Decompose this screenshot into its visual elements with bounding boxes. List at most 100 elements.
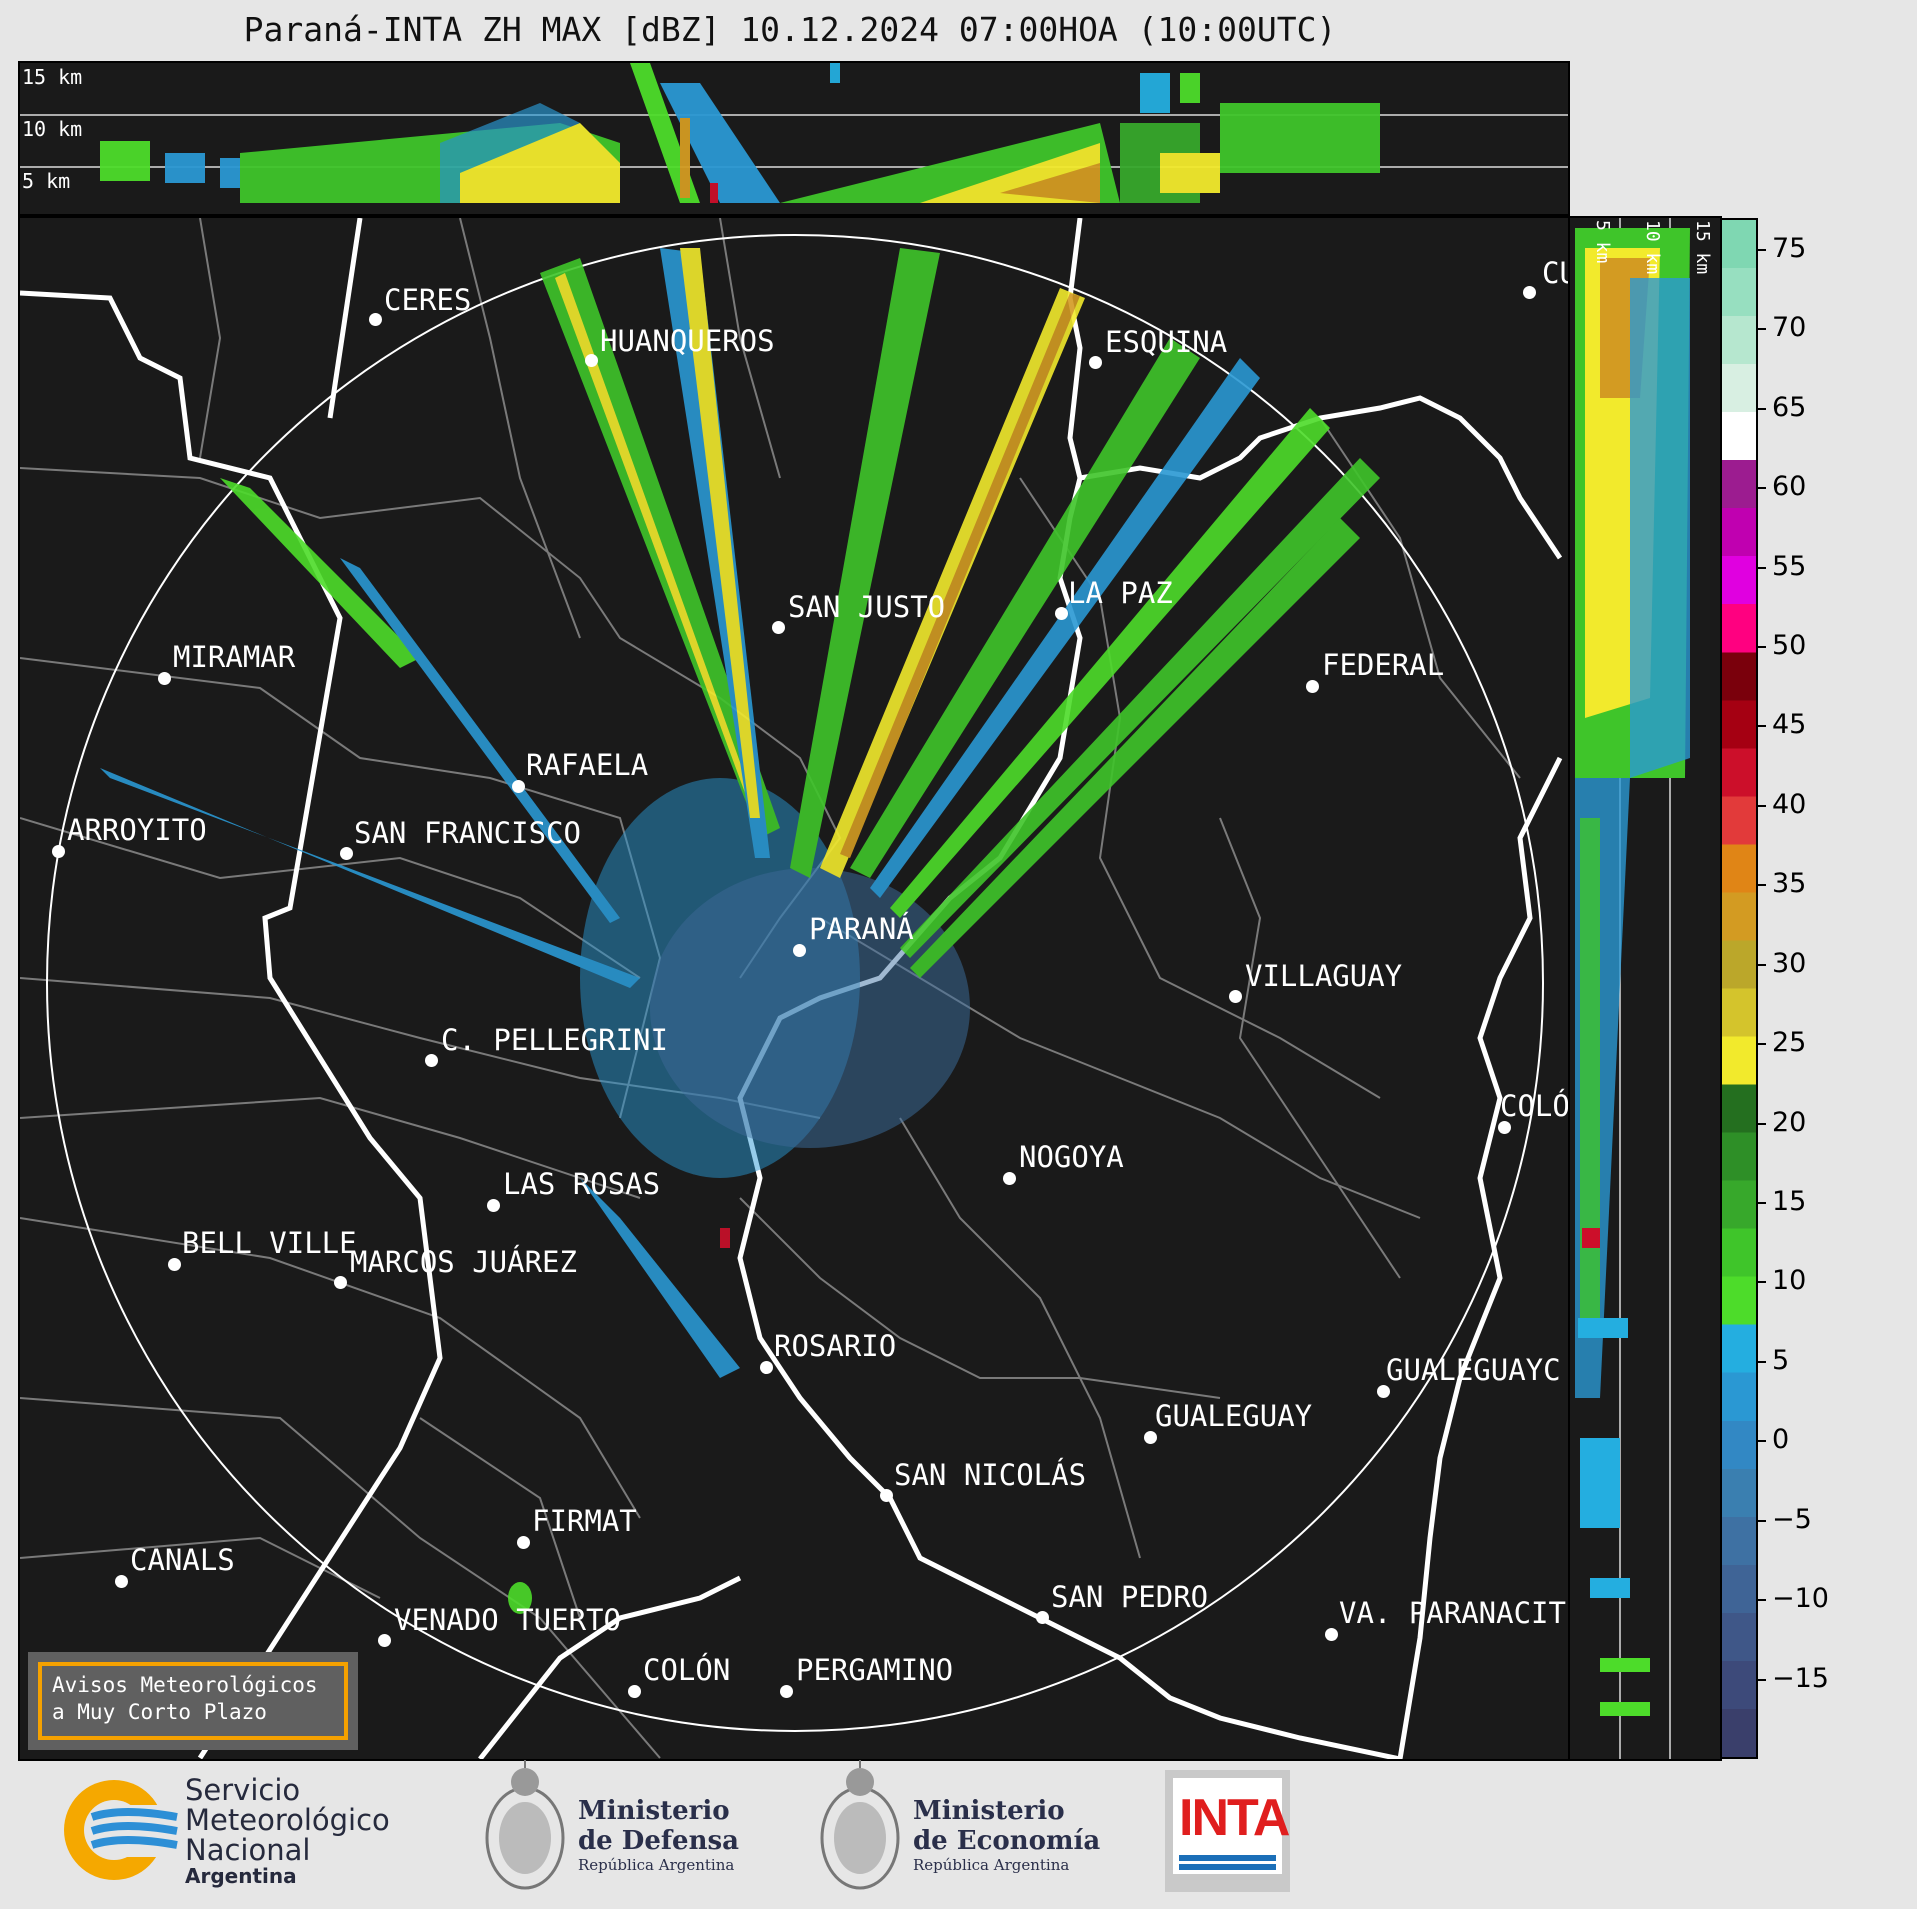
city-dot-canals [115, 1575, 128, 1588]
city-dot-colo [1498, 1121, 1511, 1134]
city-label-las-rosas: LAS ROSAS [503, 1167, 661, 1201]
km-label-10: 10 km [22, 117, 83, 141]
city-label-san-nicolas: SAN NICOLÁS [894, 1458, 1087, 1492]
colorbar-tick-label: 25 [1772, 1027, 1807, 1059]
colorbar-tick-label: 0 [1772, 1424, 1790, 1456]
colorbar-tick-label: 5 [1772, 1344, 1790, 1376]
warning-line-2: a Muy Corto Plazo [52, 1700, 267, 1724]
colorbar-tick-mark [1758, 725, 1766, 728]
city-label-bell-ville: BELL VILLE [182, 1226, 357, 1260]
colorbar-tick-label: 50 [1772, 629, 1807, 661]
colorbar-tick-mark [1758, 248, 1766, 251]
side-cross-section: 5 km 10 km 15 km [1568, 216, 1722, 1761]
city-dot-san-nicolas [880, 1489, 893, 1502]
city-label-venado-tuerto: VENADO TUERTO [394, 1603, 621, 1637]
colorbar-tick-mark [1758, 1122, 1766, 1125]
smn-emblem-icon [64, 1780, 182, 1880]
colorbar-tick-mark [1758, 487, 1766, 490]
colorbar-tick-mark [1758, 1599, 1766, 1602]
colorbar-tick-label: −15 [1772, 1662, 1829, 1694]
city-label-villaguay: VILLAGUAY [1245, 959, 1403, 993]
radar-echoes [100, 248, 1380, 1614]
colorbar-tick-label: 55 [1772, 550, 1807, 582]
colorbar-tick-mark [1758, 884, 1766, 887]
city-label-firmat: FIRMAT [532, 1504, 637, 1538]
colorbar-tick-label: 70 [1772, 312, 1807, 344]
colorbar-tick-mark [1758, 1519, 1766, 1522]
city-dot-la-paz [1055, 607, 1068, 620]
colorbar-tick-mark [1758, 1678, 1766, 1681]
side-km-label-15: 15 km [1692, 220, 1713, 275]
colorbar-tick-label: 45 [1772, 709, 1807, 741]
colorbar-tick-label: −5 [1772, 1503, 1812, 1535]
city-dot-nogoya [1003, 1172, 1016, 1185]
city-label-san-francisco: SAN FRANCISCO [354, 816, 581, 850]
page-title: Paraná-INTA ZH MAX [dBZ] 10.12.2024 07:0… [243, 10, 1337, 49]
map-canvas [20, 218, 1563, 1759]
coat-of-arms-icon [820, 1760, 900, 1890]
city-dot-federal [1306, 680, 1319, 693]
km-label-5: 5 km [22, 169, 71, 193]
colorbar-tick-label: 20 [1772, 1106, 1807, 1138]
smn-line-3: Nacional [185, 1833, 311, 1867]
km-label-15: 15 km [22, 65, 83, 89]
city-label-ceres: CERES [384, 283, 472, 317]
side-km-label-5: 5 km [1592, 220, 1613, 264]
colorbar-tick-mark [1758, 645, 1766, 648]
city-label-nogoya: NOGOYA [1019, 1140, 1124, 1174]
city-label-colo: COLÓ [1500, 1089, 1570, 1123]
colorbar-tick-mark [1758, 328, 1766, 331]
dbz-colorbar [1720, 218, 1758, 1759]
side-echo-plot [1575, 218, 1690, 1759]
colorbar-tick-label: 40 [1772, 788, 1807, 820]
inta-logo: INTA [1165, 1770, 1290, 1892]
city-label-gualeguaychu: GUALEGUAYC [1386, 1353, 1561, 1387]
city-label-esquina: ESQUINA [1105, 325, 1228, 359]
range-ring [46, 234, 1544, 1732]
city-dot-parana [793, 944, 806, 957]
city-label-arroyito: ARROYITO [67, 813, 207, 847]
city-dot-ceres [369, 313, 382, 326]
smn-logo: Servicio Meteorológico Nacional Argentin… [52, 1775, 452, 1888]
coat-of-arms-icon [485, 1760, 565, 1890]
economia-line-3: República Argentina [913, 1856, 1070, 1874]
city-label-c-pellegrini: C. PELLEGRINI [441, 1023, 668, 1057]
ministerio-economia-logo: Ministerio de Economía República Argenti… [815, 1760, 1115, 1900]
defensa-line-2: de Defensa [578, 1826, 739, 1856]
city-label-parana: PARANÁ [809, 912, 914, 946]
warning-badge: Avisos Meteorológicos a Muy Corto Plazo [28, 1652, 358, 1750]
city-dot-firmat [517, 1536, 530, 1549]
radar-map: CERES HUANQUEROS ESQUINA CU SAN JUSTO LA… [18, 216, 1570, 1761]
city-dot-san-justo [772, 621, 785, 634]
city-dot-gualeguaychu [1377, 1385, 1390, 1398]
city-dot-pergamino [780, 1685, 793, 1698]
city-dot-rafaela [512, 780, 525, 793]
city-dot-huanqueros [585, 354, 598, 367]
smn-line-2: Meteorológico [185, 1803, 390, 1837]
smn-line-4: Argentina [185, 1864, 297, 1888]
city-label-canals: CANALS [130, 1543, 235, 1577]
city-label-cu: CU [1542, 256, 1568, 290]
city-dot-va-paranacito [1325, 1628, 1338, 1641]
colorbar-tick-mark [1758, 1440, 1766, 1443]
city-dot-esquina [1089, 356, 1102, 369]
city-dot-marcos-juarez [334, 1276, 347, 1289]
city-dot-rosario [760, 1361, 773, 1374]
top-echo-plot [20, 63, 1568, 203]
city-dot-colon [628, 1685, 641, 1698]
colorbar-tick-label: −10 [1772, 1583, 1829, 1615]
city-label-san-justo: SAN JUSTO [788, 590, 946, 624]
top-cross-section: 15 km 10 km 5 km [18, 61, 1570, 216]
city-dot-venado-tuerto [378, 1634, 391, 1647]
colorbar-tick-mark [1758, 1281, 1766, 1284]
colorbar-tick-label: 60 [1772, 471, 1807, 503]
city-dot-arroyito [52, 845, 65, 858]
city-label-huanqueros: HUANQUEROS [600, 324, 775, 358]
colorbar-tick-label: 15 [1772, 1185, 1807, 1217]
colorbar-tick-mark [1758, 407, 1766, 410]
city-label-federal: FEDERAL [1322, 648, 1445, 682]
defensa-line-1: Ministerio [578, 1796, 730, 1826]
city-dot-gualeguay [1144, 1431, 1157, 1444]
city-label-pergamino: PERGAMINO [796, 1653, 954, 1687]
colorbar-tick-label: 10 [1772, 1265, 1807, 1297]
